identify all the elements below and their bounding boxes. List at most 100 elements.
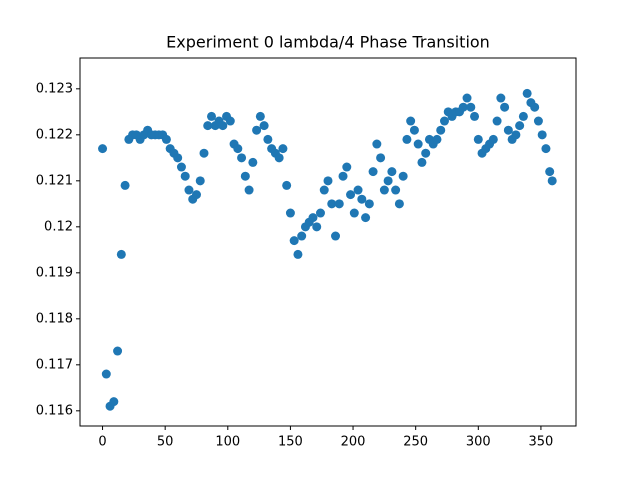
point xyxy=(496,93,506,103)
point xyxy=(98,144,108,154)
point xyxy=(255,111,265,121)
point xyxy=(346,190,356,200)
point xyxy=(361,213,371,223)
point xyxy=(237,153,247,163)
point xyxy=(252,125,262,135)
y-tick-label: 0.12 xyxy=(44,219,73,234)
x-tick-label: 350 xyxy=(529,435,554,450)
point xyxy=(233,144,243,154)
point xyxy=(327,199,337,209)
point xyxy=(297,231,307,241)
point xyxy=(203,121,213,131)
x-tick-label: 200 xyxy=(341,435,366,450)
point xyxy=(376,153,386,163)
point xyxy=(379,185,389,195)
point xyxy=(116,249,126,259)
y-tick-label: 0.121 xyxy=(36,173,73,188)
point xyxy=(248,157,258,167)
point xyxy=(500,102,510,112)
point xyxy=(109,397,119,407)
point xyxy=(402,134,412,144)
point xyxy=(394,199,404,209)
x-tick-label: 150 xyxy=(278,435,303,450)
y-tick-label: 0.116 xyxy=(36,403,73,418)
point xyxy=(511,130,521,140)
point xyxy=(413,139,423,149)
point xyxy=(342,162,352,172)
y-tick-label: 0.119 xyxy=(36,265,73,280)
point xyxy=(398,171,408,181)
point xyxy=(240,171,250,181)
point xyxy=(293,249,303,259)
point xyxy=(173,153,183,163)
point xyxy=(458,102,468,112)
x-tick-label: 0 xyxy=(98,435,106,450)
point xyxy=(191,190,201,200)
point xyxy=(432,134,442,144)
point xyxy=(368,167,378,177)
x-tick-label: 50 xyxy=(157,435,174,450)
point xyxy=(533,116,543,126)
point xyxy=(349,208,359,218)
point xyxy=(515,121,525,131)
y-tick-label: 0.123 xyxy=(36,81,73,96)
point xyxy=(207,111,217,121)
point xyxy=(436,125,446,135)
point xyxy=(195,176,205,186)
point xyxy=(323,176,333,186)
point xyxy=(289,236,299,246)
point xyxy=(319,185,329,195)
point xyxy=(225,116,235,126)
point xyxy=(518,111,528,121)
point xyxy=(421,148,431,158)
point xyxy=(387,167,397,177)
y-tick-label: 0.122 xyxy=(36,127,73,142)
point xyxy=(466,102,476,112)
point xyxy=(545,167,555,177)
point xyxy=(492,116,502,126)
point xyxy=(417,157,427,167)
point xyxy=(488,134,498,144)
point xyxy=(331,231,341,241)
point xyxy=(244,185,254,195)
y-tick-label: 0.118 xyxy=(36,311,73,326)
point xyxy=(473,134,483,144)
plot-frame xyxy=(79,57,577,427)
point xyxy=(199,148,209,158)
point xyxy=(406,116,416,126)
point xyxy=(259,121,269,131)
point xyxy=(541,144,551,154)
point xyxy=(176,162,186,172)
point xyxy=(537,130,547,140)
point xyxy=(282,180,292,190)
chart-title: Experiment 0 lambda/4 Phase Transition xyxy=(166,33,490,52)
point xyxy=(278,144,288,154)
point xyxy=(308,213,318,223)
point xyxy=(547,176,557,186)
point xyxy=(184,185,194,195)
point xyxy=(439,116,449,126)
point xyxy=(409,125,419,135)
x-tick-label: 300 xyxy=(466,435,491,450)
point xyxy=(522,88,532,98)
point xyxy=(113,346,123,356)
point xyxy=(530,102,540,112)
point xyxy=(161,134,171,144)
point xyxy=(315,208,325,218)
point xyxy=(391,185,401,195)
point xyxy=(334,199,344,209)
y-tick-label: 0.117 xyxy=(36,357,73,372)
point xyxy=(372,139,382,149)
point xyxy=(383,176,393,186)
point xyxy=(357,194,367,204)
point xyxy=(120,180,130,190)
point xyxy=(180,171,190,181)
point xyxy=(364,199,374,209)
point xyxy=(312,222,322,232)
point xyxy=(263,134,273,144)
point xyxy=(285,208,295,218)
point xyxy=(218,121,228,131)
point xyxy=(503,125,513,135)
point xyxy=(338,171,348,181)
